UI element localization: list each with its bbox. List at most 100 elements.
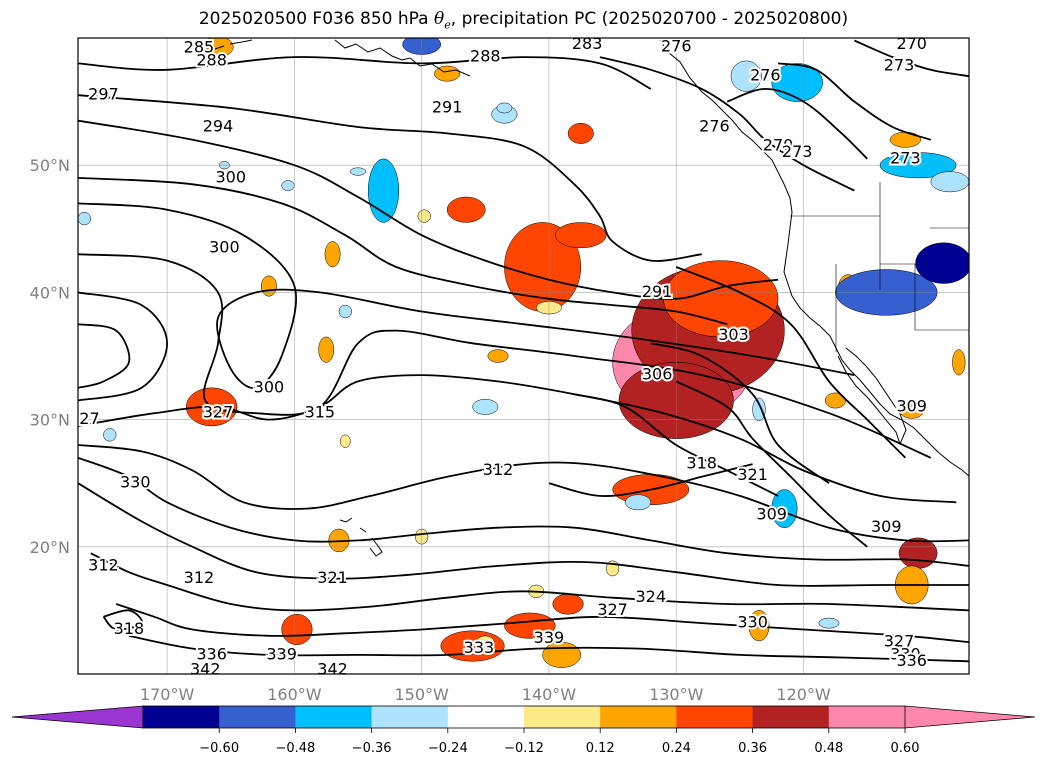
graticule (78, 38, 969, 674)
contour-label-339: 339 (266, 644, 297, 663)
contour-label-273: 273 (890, 148, 921, 167)
precip-cell-32 (339, 434, 351, 448)
contour-label-297: 297 (88, 85, 119, 104)
precip-cell-46 (771, 489, 798, 528)
precip-cell-12 (504, 612, 556, 639)
contour-label-300: 300 (254, 377, 285, 396)
map-frame (77, 37, 970, 675)
theta-e-contour-18 (854, 39, 969, 78)
precip-cell-20 (952, 349, 966, 376)
lon-tick-label: 120°W (776, 685, 831, 704)
precip-cell-43 (915, 242, 969, 284)
precip-cell-9 (446, 196, 486, 223)
colorbar-bin-8 (752, 706, 830, 728)
contour-label-330: 330 (120, 473, 151, 492)
theta-e-contour-5 (78, 253, 932, 459)
contour-label-312: 312 (88, 555, 119, 574)
axis-labels: 170°W 160°W 150°W 140°W 130°W 120°W 50°N 40°N 30… (30, 156, 831, 704)
theta-e-contour-14 (128, 634, 969, 663)
colorbar-tick-label-3: −0.24 (428, 741, 468, 756)
theta-e-contour-21 (650, 342, 830, 484)
precip-cell-7 (898, 537, 938, 569)
lon-tick-label: 150°W (394, 685, 449, 704)
theta-e-contour-1 (78, 94, 702, 262)
contour-label-291: 291 (642, 282, 673, 301)
hawaii-islands (339, 517, 383, 557)
theta-e-contour-22 (574, 393, 779, 497)
contour-label-285: 285 (184, 38, 215, 57)
contour-label-273: 273 (884, 55, 915, 74)
contour-label-327: 327 (203, 403, 234, 422)
contour-label-315: 315 (305, 403, 336, 422)
theta-e-contour-6 (78, 291, 168, 402)
map-background (78, 38, 969, 674)
colorbar-bin-6 (600, 706, 677, 728)
precip-cell-54 (752, 397, 766, 422)
contour-label-273: 273 (782, 142, 813, 161)
precip-cell-21 (889, 131, 921, 148)
contour-label-270: 270 (763, 136, 794, 155)
contour-label-321: 321 (737, 465, 768, 484)
contour-label-318: 318 (114, 619, 145, 638)
precip-cell-23 (318, 336, 335, 363)
contour-label-318: 318 (686, 454, 717, 473)
contour-label-306: 306 (642, 365, 673, 384)
colorbar-bin-3 (371, 706, 449, 728)
precip-cell-24 (324, 241, 341, 268)
contour-label-300: 300 (209, 237, 240, 256)
contour-label-309: 309 (896, 396, 927, 415)
contour-label-288: 288 (196, 50, 227, 69)
lat-tick-label: 50°N (30, 156, 70, 175)
colorbar-tick-label-6: 0.24 (662, 741, 691, 756)
north-america-coastline (659, 39, 969, 477)
contour-label-321: 321 (317, 568, 348, 587)
colorbar-tick-label-5: 0.12 (586, 741, 615, 756)
precip-cell-5 (555, 222, 607, 249)
colorbar-tick-label-7: 0.36 (738, 741, 767, 756)
precip-cell-55 (818, 617, 840, 629)
contour-label-276: 276 (699, 117, 730, 136)
lon-tick-label: 140°W (522, 685, 577, 704)
contour-label-312: 312 (184, 568, 215, 587)
colorbar-bin-4 (447, 706, 525, 728)
precip-cell-38 (730, 60, 762, 92)
precip-cell-10 (567, 122, 594, 144)
contour-label-333: 333 (464, 638, 495, 657)
colorbar-bin-7 (676, 706, 754, 728)
colorbar-tick-label-1: −0.48 (275, 741, 315, 756)
contour-label-339: 339 (534, 628, 565, 647)
theta-e-contour-7 (78, 323, 131, 389)
contour-label-283: 283 (572, 34, 603, 53)
theta-symbol: θe (434, 9, 451, 32)
precip-cell-52 (103, 428, 117, 442)
contour-label-327: 327 (597, 600, 628, 619)
title-suffix: , precipitation PC (2025020700 - 2025020… (450, 9, 849, 29)
contour-label-288: 288 (470, 47, 501, 66)
colorbar-tick-label-4: −0.12 (504, 741, 544, 756)
lat-tick-label: 20°N (30, 538, 70, 557)
precip-cell-45 (930, 171, 969, 193)
lon-tick-label: 130°W (649, 685, 704, 704)
figure-title: 2025020500 F036 850 hPa θe, precipitatio… (0, 9, 1047, 31)
precip-cell-18 (824, 392, 846, 409)
theta-e-contour-17 (777, 62, 932, 141)
precip-cell-50 (281, 180, 295, 191)
contour-label-270: 270 (896, 34, 927, 53)
precip-cell-51 (78, 212, 91, 226)
contour-label-342: 342 (190, 660, 221, 679)
theta-e-contour-3 (78, 177, 728, 326)
theta-e-contour-23 (548, 463, 753, 497)
precip-cell-47 (625, 494, 652, 511)
contour-label-330: 330 (890, 644, 921, 663)
colorbar: −0.60 −0.48 −0.36 −0.24 −0.12 0.12 0.24 0.36 0.4… (11, 705, 1036, 756)
colorbar-bin-5 (524, 706, 601, 728)
lat-tick-label: 40°N (30, 283, 70, 302)
precip-cell-19 (898, 400, 925, 419)
lon-tick-label: 170°W (140, 685, 195, 704)
lat-tick-label: 30°N (30, 411, 70, 430)
colorbar-bin-1 (219, 706, 296, 728)
theta-e-contour-11 (78, 482, 969, 587)
precip-cell-30 (417, 209, 431, 223)
